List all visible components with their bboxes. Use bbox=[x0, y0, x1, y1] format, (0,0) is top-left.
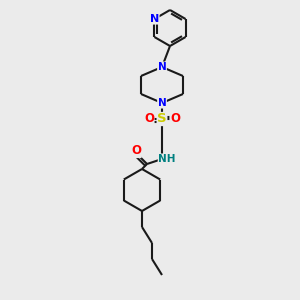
Text: O: O bbox=[144, 112, 154, 125]
Text: O: O bbox=[170, 112, 180, 125]
Text: NH: NH bbox=[158, 154, 176, 164]
Text: N: N bbox=[150, 14, 159, 24]
Text: O: O bbox=[131, 145, 141, 158]
Text: N: N bbox=[158, 98, 166, 108]
Text: S: S bbox=[157, 112, 167, 125]
Text: N: N bbox=[158, 62, 166, 72]
